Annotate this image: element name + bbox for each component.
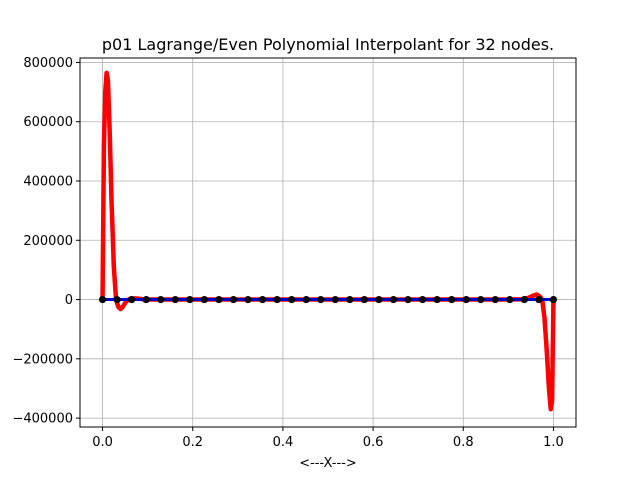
node-marker	[229, 295, 238, 304]
node-marker	[346, 295, 354, 304]
node-marker	[258, 295, 267, 304]
y-tick-label: 400000	[23, 175, 73, 190]
node-marker	[462, 295, 470, 304]
node-marker	[244, 295, 252, 304]
x-tick-label: 0.4	[273, 435, 294, 450]
node-marker	[477, 295, 485, 304]
node-marker	[288, 295, 296, 304]
node-marker	[375, 295, 383, 304]
node-marker	[549, 295, 558, 304]
node-marker	[418, 295, 427, 304]
node-marker	[186, 295, 194, 304]
plot-frame	[79, 57, 577, 428]
node-marker	[389, 295, 398, 304]
node-marker	[433, 295, 441, 304]
y-tick-label: 800000	[23, 56, 73, 71]
y-tick-label: 200000	[23, 234, 73, 249]
y-tick-label: 0	[65, 293, 73, 308]
x-tick-label: 0.8	[453, 435, 474, 450]
node-marker	[113, 295, 121, 304]
node-marker	[157, 295, 165, 304]
node-marker	[142, 295, 150, 304]
x-tick-label: 1.0	[543, 435, 564, 450]
x-tick-label: 0.6	[363, 435, 384, 450]
node-marker	[448, 295, 456, 304]
node-marker	[273, 295, 281, 304]
x-tick-label: 0.2	[182, 435, 203, 450]
y-tick-label: −400000	[12, 412, 73, 427]
y-axis-ticks: −400000 −200000 0 200000 400000 600000 800000	[12, 56, 80, 427]
node-marker	[98, 295, 107, 304]
x-tick-label: 0.0	[92, 435, 113, 450]
node-marker	[200, 295, 208, 304]
node-marker	[171, 295, 179, 304]
node-marker	[520, 295, 528, 304]
node-marker	[360, 295, 368, 304]
node-marker	[215, 295, 223, 304]
x-axis-ticks: 0.0 0.2 0.4 0.6 0.8 1.0	[92, 427, 564, 450]
node-marker	[317, 295, 325, 304]
node-marker	[331, 295, 339, 304]
chart-title: p01 Lagrange/Even Polynomial Interpolant…	[102, 35, 554, 54]
grid-lines	[80, 58, 576, 427]
y-tick-label: −200000	[12, 352, 73, 367]
plot-series	[98, 70, 558, 412]
node-marker	[302, 295, 310, 304]
node-marker	[128, 295, 136, 304]
node-marker	[535, 295, 543, 304]
node-marker	[491, 295, 499, 304]
x-axis-label: <---X--->	[299, 456, 357, 471]
node-marker	[506, 295, 514, 304]
y-tick-label: 600000	[23, 115, 73, 130]
node-marker	[404, 295, 412, 304]
